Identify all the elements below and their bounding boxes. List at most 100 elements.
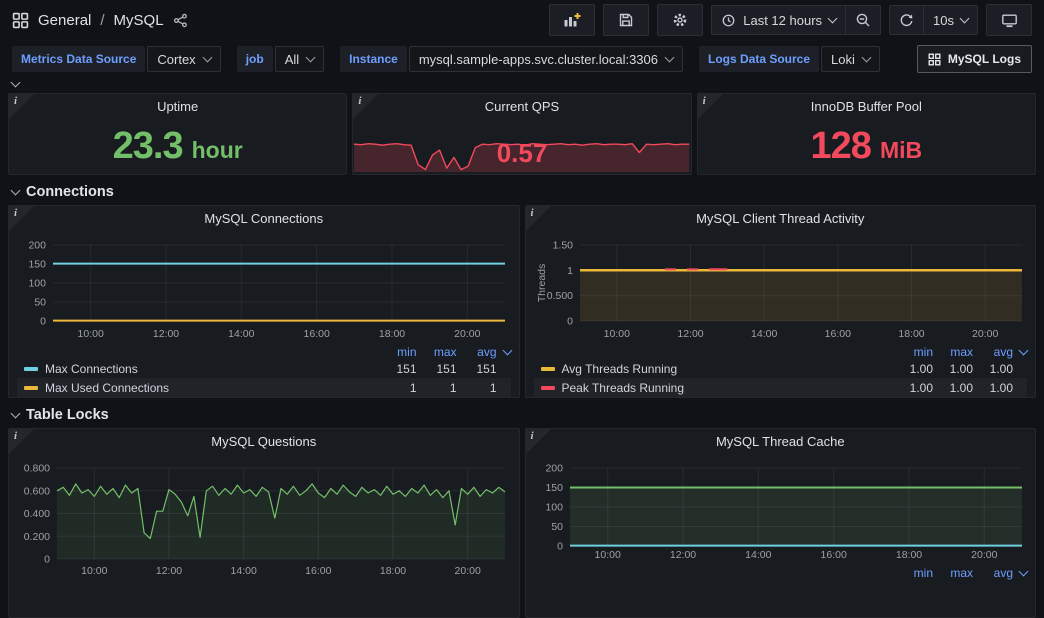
panel-info-icon[interactable]: i — [9, 94, 34, 119]
top-row-collapse-toggle[interactable] — [0, 77, 1044, 93]
svg-text:20:00: 20:00 — [454, 328, 480, 340]
refresh-interval-dropdown[interactable]: 10s — [923, 6, 977, 34]
legend-swatch — [24, 366, 38, 371]
legend-header-max[interactable]: max — [433, 344, 457, 359]
breadcrumb[interactable]: General / MySQL — [12, 12, 188, 29]
chevron-down-icon — [10, 408, 21, 418]
svg-text:1: 1 — [567, 265, 573, 277]
section-header-table-locks[interactable]: Table Locks — [10, 407, 1032, 423]
legend-header-max[interactable]: max — [950, 565, 973, 580]
zoom-out-button[interactable] — [845, 6, 880, 34]
legend-header-avg[interactable]: avg — [477, 344, 497, 359]
variable-value-dropdown[interactable]: Loki — [821, 46, 880, 72]
variable-value-dropdown[interactable]: Cortex — [147, 46, 221, 72]
innodb-stat: 128 MiB — [706, 120, 1027, 172]
svg-text:0: 0 — [557, 541, 563, 553]
mysql-connections-chart[interactable]: 10:00 12:00 14:00 16:00 18:00 20:00 0 50 100 150 2… — [17, 234, 511, 342]
legend-row-max-connections[interactable]: Max Connections 151 151 151 — [17, 359, 511, 378]
panel-info-icon[interactable]: i — [353, 94, 379, 119]
breadcrumb-separator: / — [100, 11, 105, 29]
panel-info-icon[interactable]: i — [525, 206, 551, 231]
panel-title[interactable]: InnoDB Buffer Pool — [810, 99, 922, 114]
chevron-down-icon — [861, 52, 872, 63]
legend-row-peak-threads-running[interactable]: Peak Threads Running 1.00 1.00 1.00 — [533, 378, 1027, 397]
legend-swatch — [540, 385, 555, 390]
panel-info-icon[interactable]: i — [697, 94, 723, 119]
mysql-thread-cache-chart[interactable]: 10:00 12:00 14:00 16:00 18:00 20:00 0 50 100 150 2… — [534, 457, 1028, 563]
panel-info-icon[interactable]: i — [9, 206, 34, 231]
legend-header-avg[interactable]: avg — [993, 565, 1013, 580]
legend-row-max-used-connections[interactable]: Max Used Connections 1 1 1 — [17, 378, 511, 397]
save-dashboard-button[interactable] — [603, 4, 650, 36]
legend-avg-value: 151 — [476, 361, 497, 376]
panel-title[interactable]: MySQL Questions — [211, 434, 317, 449]
time-range-picker[interactable]: Last 12 hours — [712, 6, 845, 34]
svg-text:20:00: 20:00 — [972, 328, 998, 340]
mysql-questions-chart[interactable]: 10:00 12:00 14:00 16:00 18:00 20:00 0 0.200 0.40… — [17, 457, 511, 579]
panel-info-icon[interactable]: i — [525, 429, 551, 454]
legend-row-avg-threads-running[interactable]: Avg Threads Running 1.00 1.00 1.00 — [534, 359, 1028, 378]
time-controls: Last 12 hours — [711, 5, 882, 35]
variable-selected-value: Cortex — [157, 51, 196, 67]
add-panel-button[interactable] — [549, 4, 596, 36]
cycle-view-mode-button[interactable] — [986, 4, 1032, 36]
svg-text:150: 150 — [28, 259, 46, 271]
thread-activity-chart[interactable]: 10:00 12:00 14:00 16:00 18:00 20:00 0 0.500 1 1.5… — [534, 234, 1028, 342]
svg-text:16:00: 16:00 — [304, 328, 330, 340]
legend: min max avg Max Connections 151 151 151 … — [17, 344, 512, 397]
qps-sparkline[interactable] — [354, 129, 690, 173]
panel-title[interactable]: Uptime — [157, 99, 199, 114]
panel-title[interactable]: Current QPS — [484, 99, 560, 114]
table-locks-row: i MySQL Questions 10:00 12:00 14:00 16:00 18… — [8, 428, 1036, 618]
legend-header-min[interactable]: min — [913, 565, 933, 580]
svg-text:20:00: 20:00 — [455, 565, 481, 577]
panel-title[interactable]: MySQL Client Thread Activity — [696, 211, 865, 226]
breadcrumb-dashboard[interactable]: MySQL — [113, 11, 164, 29]
svg-text:16:00: 16:00 — [305, 565, 331, 577]
variable-value-dropdown[interactable]: mysql.sample-apps.svc.cluster.local:3306 — [408, 46, 683, 72]
variable-label: Instance — [340, 46, 407, 72]
svg-text:20:00: 20:00 — [971, 549, 997, 561]
panel-title[interactable]: MySQL Connections — [204, 211, 324, 226]
legend-header-max[interactable]: max — [950, 344, 973, 359]
mysql-logs-label: MySQL Logs — [947, 52, 1021, 66]
svg-text:14:00: 14:00 — [228, 328, 254, 340]
variables-row: Metrics Data Source Cortex job All Insta… — [0, 40, 1044, 80]
breadcrumb-folder[interactable]: General — [38, 11, 92, 29]
legend-header-min[interactable]: min — [913, 344, 933, 359]
legend-min-value: 1 — [409, 380, 417, 395]
panel-title[interactable]: MySQL Thread Cache — [715, 434, 845, 449]
legend: min max avg Avg Threads Running 1.00 1.0… — [533, 344, 1029, 397]
svg-text:10:00: 10:00 — [603, 328, 629, 340]
panel-info-icon[interactable]: i — [9, 429, 34, 454]
chevron-down-icon — [202, 52, 213, 63]
refresh-button[interactable] — [890, 6, 923, 34]
refresh-interval-label: 10s — [933, 12, 954, 28]
sort-chevron-icon — [497, 345, 512, 355]
save-icon — [620, 13, 633, 27]
share-icon[interactable] — [173, 13, 188, 28]
svg-text:0.200: 0.200 — [24, 531, 50, 543]
svg-text:50: 50 — [34, 297, 46, 309]
legend-label: Peak Threads Running — [561, 380, 685, 395]
dashboard-toolbar: Last 12 hours 10s — [549, 4, 1032, 36]
legend-header-min[interactable]: min — [397, 344, 417, 359]
legend-min-value: 1.00 — [909, 380, 933, 395]
svg-text:100: 100 — [28, 278, 46, 290]
section-header-connections[interactable]: Connections — [10, 184, 1032, 200]
apps-grid-icon — [928, 53, 941, 65]
legend-max-value: 1 — [449, 380, 457, 395]
svg-text:100: 100 — [545, 502, 563, 514]
chevron-down-icon — [827, 13, 838, 24]
variable-instance: Instance mysql.sample-apps.svc.cluster.l… — [340, 46, 683, 72]
mysql-logs-button[interactable]: MySQL Logs — [916, 45, 1032, 73]
variable-value-dropdown[interactable]: All — [274, 46, 325, 72]
legend-avg-value: 1.00 — [989, 361, 1013, 376]
variable-selected-value: All — [284, 51, 300, 67]
svg-text:0: 0 — [40, 316, 46, 328]
tv-monitor-icon — [1001, 14, 1017, 28]
legend-min-value: 151 — [396, 361, 417, 376]
dashboard-settings-button[interactable] — [657, 4, 704, 36]
legend-header-avg[interactable]: avg — [993, 344, 1013, 359]
legend-avg-value: 1.00 — [989, 380, 1013, 395]
